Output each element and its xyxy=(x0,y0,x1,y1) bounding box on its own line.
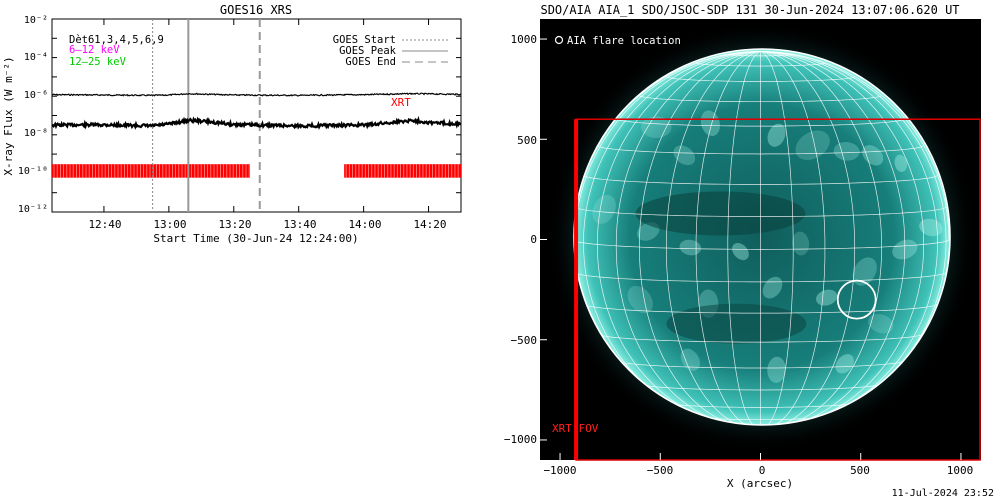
bright-region xyxy=(627,285,653,314)
longitude-line xyxy=(760,50,826,425)
flare-legend-marker xyxy=(554,35,564,45)
bright-region xyxy=(732,242,749,261)
series-line-12-25kev xyxy=(52,92,461,97)
longitude-line xyxy=(760,50,794,425)
aia-title: SDO/AIA AIA_1 SDO/JSOC-SDP 131 30-Jun-20… xyxy=(540,3,959,17)
longitude-line xyxy=(760,50,950,240)
aia-y-ticks: 1000 500 0 −500 −1000 xyxy=(504,33,537,446)
longitude-line xyxy=(760,50,938,425)
bright-region xyxy=(767,123,786,147)
aia-tick-marks xyxy=(540,38,962,460)
aia-x-ticks: −1000 −500 0 500 1000 xyxy=(543,464,973,477)
bright-region xyxy=(767,356,786,383)
sun-disk xyxy=(574,49,950,425)
x-tick-label: 14:00 xyxy=(348,218,381,231)
y-tick-label: 500 xyxy=(517,134,537,147)
goes-title: GOES16 XRS xyxy=(220,3,292,17)
longitude-line xyxy=(639,50,761,425)
legend-goes-start: GOES Start xyxy=(333,34,396,46)
bright-region xyxy=(862,145,884,166)
x-tick-label: 1000 xyxy=(947,464,974,477)
bright-region xyxy=(679,239,702,256)
y-tick-label: −500 xyxy=(511,334,538,347)
dark-region xyxy=(666,303,807,344)
legend-12-25kev: 12–25 keV xyxy=(69,56,127,68)
bright-region xyxy=(852,257,877,286)
x-tick-label: 13:40 xyxy=(283,218,316,231)
goes-y-label: X-ray Flux (W m⁻²) xyxy=(2,56,15,175)
y-tick-label: 1000 xyxy=(511,33,538,46)
goes-x-label: Start Time (30-Jun-24 12:24:00) xyxy=(153,232,358,245)
x-tick-label: 500 xyxy=(850,464,870,477)
y-tick-label: 0 xyxy=(530,233,537,246)
y-tick-label: 10⁻⁸ xyxy=(24,128,48,139)
longitude-line xyxy=(760,50,925,425)
x-tick-label: −500 xyxy=(647,464,674,477)
footer-timestamp: 11-Jul-2024 23:52 xyxy=(892,488,994,499)
xrt-coverage xyxy=(52,164,461,178)
longitude-line xyxy=(615,50,761,425)
y-tick-label: 10⁻⁴ xyxy=(24,52,48,63)
heliographic-grid xyxy=(574,50,950,425)
x-tick-label: 13:20 xyxy=(218,218,251,231)
series-line-6-12kev xyxy=(52,115,461,130)
legend-6-12kev: 6–12 keV xyxy=(69,44,120,56)
bright-region xyxy=(673,145,696,166)
longitude-line xyxy=(760,50,856,425)
xrt-coverage-band xyxy=(52,164,251,178)
x-tick-label: −1000 xyxy=(543,464,576,477)
longitude-line xyxy=(727,50,761,425)
flare-location-circle xyxy=(836,279,877,320)
aia-x-label: X (arcsec) xyxy=(727,477,793,490)
goes-plot: GOES16 XRS 10⁻² 10⁻⁴ 10⁻⁶ 10⁻⁸ 10⁻¹⁰ 10⁻… xyxy=(2,3,462,245)
y-tick-label: 10⁻¹² xyxy=(18,204,48,215)
bright-region xyxy=(592,194,616,224)
bright-region xyxy=(835,354,854,374)
longitude-line xyxy=(760,50,882,425)
goes-x-tick-marks xyxy=(103,19,430,212)
xrt-fov-label: XRT FOV xyxy=(552,422,599,435)
limb xyxy=(573,48,951,426)
bright-region xyxy=(680,348,700,371)
xrt-coverage-band xyxy=(344,164,461,178)
x-tick-label: 0 xyxy=(759,464,766,477)
goes-y-tick-marks xyxy=(52,18,461,213)
longitude-line xyxy=(695,50,761,425)
x-tick-label: 14:20 xyxy=(413,218,446,231)
aia-image-panel: SDO/AIA AIA_1 SDO/JSOC-SDP 131 30-Jun-20… xyxy=(504,3,981,490)
bright-region xyxy=(868,313,894,334)
goes-frame xyxy=(51,18,462,213)
x-tick-label: 12:40 xyxy=(88,218,121,231)
longitude-line xyxy=(760,50,906,425)
bright-region xyxy=(795,130,830,161)
legend-goes-end: GOES End xyxy=(345,56,396,68)
y-tick-label: 10⁻¹⁰ xyxy=(18,166,48,177)
active-regions xyxy=(592,110,943,383)
y-tick-label: 10⁻⁶ xyxy=(24,90,48,101)
flare-legend-label: AIA flare location xyxy=(567,35,681,47)
y-tick-label: 10⁻² xyxy=(24,15,48,26)
goes-x-ticks: 12:40 13:00 13:20 13:40 14:00 14:20 xyxy=(88,218,446,231)
dark-region xyxy=(635,191,806,236)
legend-detectors: Dèt61,3,4,5,6,9 xyxy=(69,34,164,46)
longitude-line xyxy=(596,50,761,425)
xrt-annotation: XRT xyxy=(391,96,411,109)
y-tick-label: −1000 xyxy=(504,433,537,446)
x-tick-label: 13:00 xyxy=(153,218,186,231)
goes-y-ticks: 10⁻² 10⁻⁴ 10⁻⁶ 10⁻⁸ 10⁻¹⁰ 10⁻¹² xyxy=(18,15,48,215)
longitude-line xyxy=(665,50,761,425)
bright-region xyxy=(816,289,838,306)
legend-goes-peak: GOES Peak xyxy=(339,45,397,57)
bright-region xyxy=(700,110,720,137)
bright-region xyxy=(894,154,908,172)
